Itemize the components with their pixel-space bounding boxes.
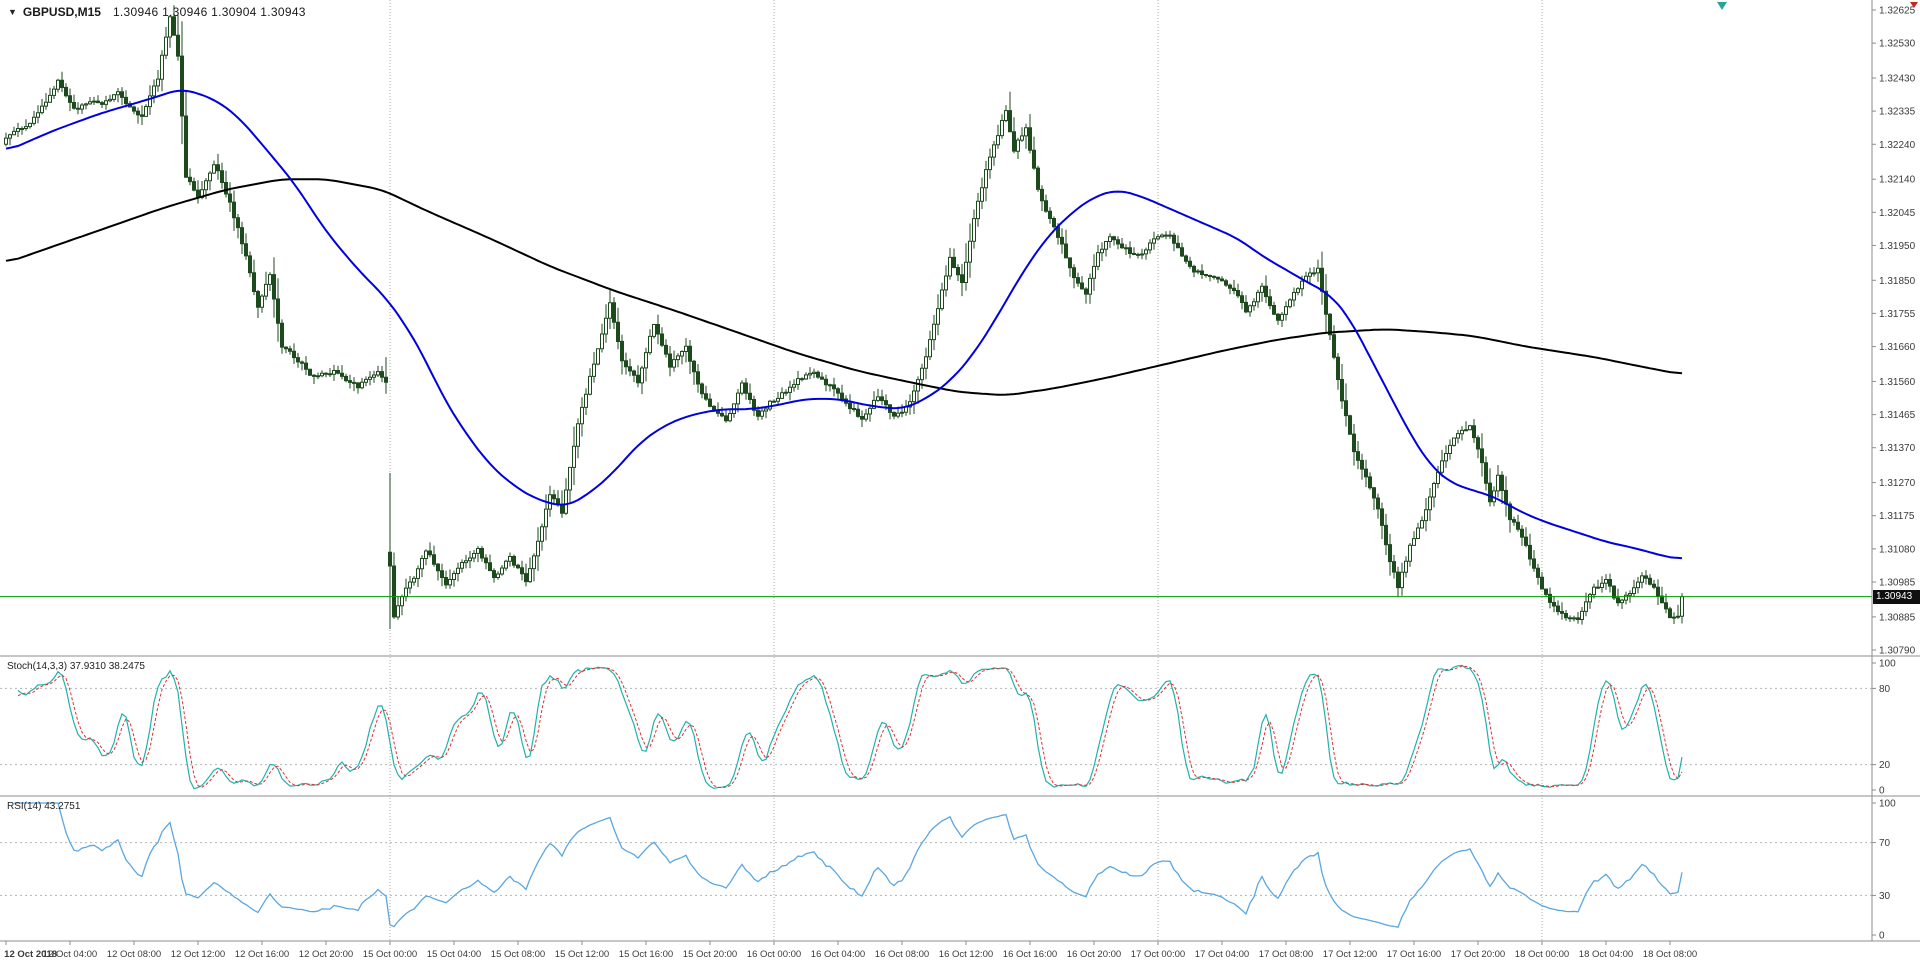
price-tick-label: 1.30985	[1879, 578, 1916, 589]
time-tick-label: 15 Oct 00:00	[363, 949, 417, 960]
time-tick-label: 12 Oct 16:00	[235, 949, 289, 960]
time-tick-label: 16 Oct 04:00	[811, 949, 865, 960]
price-tick-label: 1.32140	[1879, 175, 1916, 186]
price-tick-label: 1.32045	[1879, 208, 1916, 219]
stoch-indicator-label: Stoch(14,3,3) 37.9310 38.2475	[7, 661, 145, 672]
price-tick-label: 1.30790	[1879, 646, 1916, 657]
time-tick-label: 15 Oct 12:00	[555, 949, 609, 960]
chart-shift-marker-icon[interactable]	[1717, 2, 1727, 10]
current-price-tag: 1.30943	[1873, 590, 1920, 604]
rsi-axis-tick-label: 30	[1879, 891, 1891, 902]
ma-fast-line	[5, 89, 1683, 560]
rsi-axis-tick-label: 70	[1879, 838, 1891, 849]
price-tick-label: 1.31850	[1879, 276, 1916, 287]
price-tick-label: 1.32530	[1879, 39, 1916, 50]
price-tick-label: 1.32335	[1879, 107, 1916, 118]
time-tick-label: 12 Oct 04:00	[43, 949, 97, 960]
time-tick-label: 17 Oct 16:00	[1387, 949, 1441, 960]
price-tick-label: 1.31560	[1879, 377, 1916, 388]
time-tick-label: 15 Oct 04:00	[427, 949, 481, 960]
time-tick-label: 16 Oct 16:00	[1003, 949, 1057, 960]
price-tick-label: 1.31950	[1879, 241, 1916, 252]
time-tick-label: 15 Oct 08:00	[491, 949, 545, 960]
time-tick-label: 17 Oct 04:00	[1195, 949, 1249, 960]
time-tick-label: 16 Oct 00:00	[747, 949, 801, 960]
stoch-axis-tick-label: 80	[1879, 684, 1891, 695]
axis-corner-marker-icon	[1910, 2, 1918, 8]
time-tick-label: 17 Oct 20:00	[1451, 949, 1505, 960]
stoch-axis-tick-label: 20	[1879, 760, 1891, 771]
candles	[4, 5, 1684, 629]
stoch-axis-tick-label: 100	[1879, 659, 1896, 670]
time-tick-label: 17 Oct 08:00	[1259, 949, 1313, 960]
rsi-line	[14, 802, 1683, 928]
time-tick-label: 16 Oct 08:00	[875, 949, 929, 960]
rsi-indicator-label: RSI(14) 43.2751	[7, 801, 81, 812]
time-tick-label: 15 Oct 20:00	[683, 949, 737, 960]
price-tick-label: 1.31270	[1879, 478, 1916, 489]
price-tick-label: 1.31175	[1879, 511, 1915, 522]
price-tick-label: 1.31465	[1879, 410, 1916, 421]
symbol-timeframe-label: GBPUSD,M15	[22, 5, 101, 19]
pane-borders	[0, 0, 1920, 942]
price-tick-label: 1.31755	[1879, 309, 1916, 320]
price-tick-label: 1.31080	[1879, 544, 1916, 555]
rsi-axis-tick-label: 0	[1879, 931, 1885, 942]
stoch-signal-line	[17, 665, 1683, 789]
time-tick-label: 18 Oct 08:00	[1643, 949, 1697, 960]
stoch-axis-tick-label: 0	[1879, 786, 1885, 797]
indicator-level-lines	[0, 687, 1872, 896]
stoch-main-line	[17, 664, 1683, 790]
price-tick-label: 1.31660	[1879, 342, 1916, 353]
price-tick-label: 1.32430	[1879, 74, 1916, 85]
time-tick-label: 18 Oct 04:00	[1579, 949, 1633, 960]
price-tick-label: 1.31370	[1879, 443, 1916, 454]
price-tick-label: 1.30885	[1879, 612, 1916, 623]
time-tick-label: 17 Oct 00:00	[1131, 949, 1185, 960]
ma-slow-line	[5, 178, 1683, 396]
time-tick-label: 12 Oct 08:00	[107, 949, 161, 960]
symbol-header: ▼ GBPUSD,M15 1.30946 1.30946 1.30904 1.3…	[8, 5, 306, 19]
time-tick-label: 15 Oct 16:00	[619, 949, 673, 960]
rsi-axis-tick-label: 100	[1879, 799, 1896, 810]
time-tick-label: 12 Oct 12:00	[171, 949, 225, 960]
price-tick-label: 1.32625	[1879, 6, 1916, 17]
day-separators	[389, 0, 1543, 941]
time-tick-label: 18 Oct 00:00	[1515, 949, 1569, 960]
time-tick-label: 16 Oct 12:00	[939, 949, 993, 960]
time-tick-label: 12 Oct 20:00	[299, 949, 353, 960]
symbol-dropdown-icon[interactable]: ▼	[8, 7, 17, 17]
time-tick-label: 12 Oct 2018	[4, 949, 57, 960]
price-tick-label: 1.32240	[1879, 140, 1916, 151]
time-tick-label: 16 Oct 20:00	[1067, 949, 1121, 960]
price-axis[interactable]: 1.32625 1.32530 1.32430 1.32335 1.32240 1.321…	[1872, 6, 1916, 942]
ohlc-values: 1.30946 1.30946 1.30904 1.30943	[112, 5, 306, 19]
time-tick-label: 17 Oct 12:00	[1323, 949, 1377, 960]
